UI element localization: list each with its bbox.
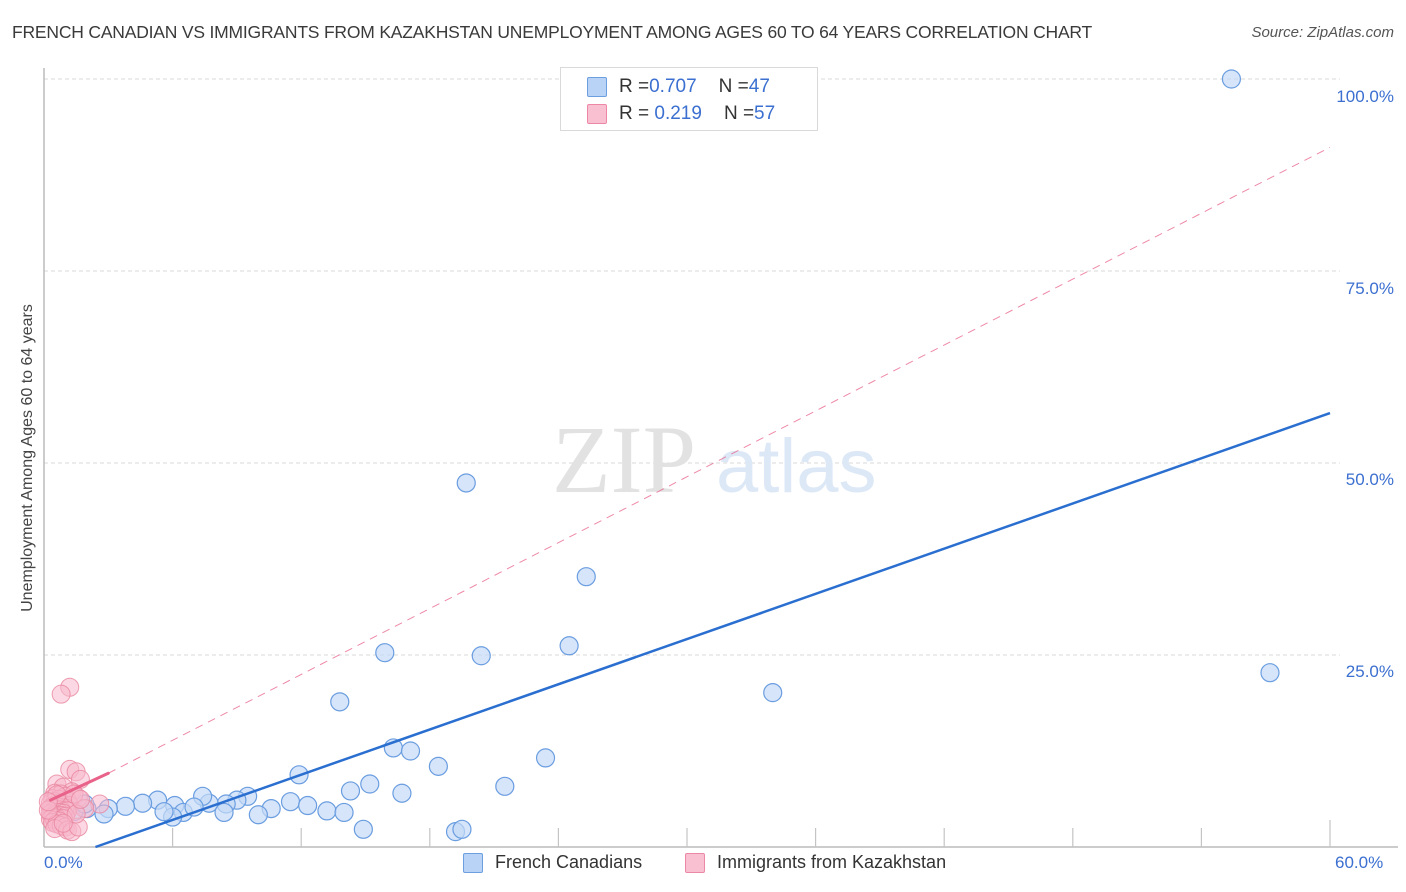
blue-swatch-icon — [463, 852, 483, 873]
watermark-zip: ZIP — [552, 406, 696, 513]
gridlines — [44, 78, 1340, 656]
axes — [43, 68, 1398, 848]
r-label: R = — [619, 76, 650, 97]
legend-label: French Canadians — [495, 852, 643, 872]
correlation-legend: R = 0.707 N = 47 R = 0.219 N = 57 — [560, 67, 818, 131]
y-tick-75: 75.0% — [1345, 279, 1394, 298]
blue-trend-line — [95, 411, 1331, 849]
pink-trend-line — [108, 146, 1331, 774]
r-label: R = — [619, 103, 650, 124]
x-tick-max: 60.0% — [1335, 853, 1384, 872]
watermark-atlas: atlas — [716, 424, 877, 509]
pink-swatch-icon — [587, 104, 607, 124]
r-value: 0.219 — [649, 103, 702, 124]
y-tick-25: 25.0% — [1345, 662, 1394, 681]
pink-series-points — [38, 677, 110, 842]
n-value: 47 — [748, 76, 770, 97]
n-label: N = — [718, 76, 749, 97]
n-value: 57 — [754, 103, 776, 124]
chart-source: Source: ZipAtlas.com — [1251, 24, 1394, 41]
pink-swatch-icon — [685, 852, 705, 873]
legend-row-kazakhstan: R = 0.219 N = 57 — [587, 102, 775, 126]
x-tick-min: 0.0% — [44, 853, 83, 872]
legend-label: Immigrants from Kazakhstan — [717, 852, 947, 872]
series-legend: French Canadians Immigrants from Kazakhs… — [0, 852, 1406, 876]
y-tick-100: 100.0% — [1336, 87, 1394, 106]
legend-item-kazakhstan[interactable]: Immigrants from Kazakhstan — [685, 852, 946, 873]
n-label: N = — [723, 103, 755, 124]
watermark: ZIP atlas — [552, 406, 877, 513]
blue-swatch-icon — [587, 77, 607, 97]
chart-title: FRENCH CANADIAN VS IMMIGRANTS FROM KAZAK… — [12, 22, 1093, 42]
legend-row-french-canadians: R = 0.707 N = 47 — [587, 75, 770, 99]
r-value: 0.707 — [649, 76, 697, 97]
y-tick-50: 50.0% — [1345, 470, 1394, 489]
legend-item-french-canadians[interactable]: French Canadians — [463, 852, 642, 873]
